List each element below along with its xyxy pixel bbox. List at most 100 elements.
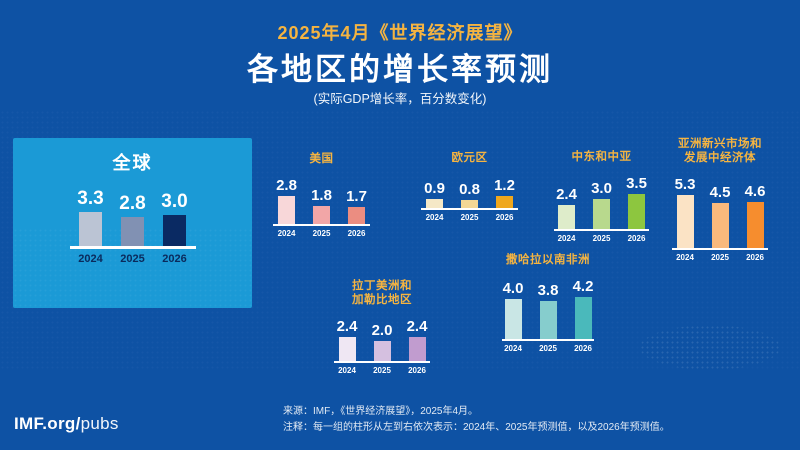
- year-label: 2024: [425, 213, 444, 222]
- chart-title: 撒哈拉以南非洲: [506, 254, 590, 266]
- year-label: 2024: [78, 253, 103, 265]
- bar: [313, 206, 330, 224]
- year-label: 2024: [338, 366, 356, 375]
- bar-chart-euro-area: 欧元区 0.9 0.8 1.2 2024 2025 2026: [421, 151, 518, 222]
- bar-value-label: 4.0: [502, 280, 524, 297]
- bar: [408, 337, 426, 361]
- bar-value-label: 1.7: [346, 188, 367, 205]
- years-row: 2024 2025 2026: [500, 344, 596, 353]
- bar-group: 3.0: [589, 181, 615, 229]
- source-note-block: 来源：IMF，《世界经济展望》，2025年4月。 注释：每一组的柱形从左到右依次…: [283, 404, 670, 435]
- bar-value-label: 0.9: [424, 180, 445, 197]
- bar: [711, 203, 729, 248]
- bars-row: 2.4 3.0 3.5: [554, 176, 650, 229]
- bar-value-label: 3.8: [537, 282, 559, 299]
- year-label: 2024: [676, 253, 694, 262]
- bar: [558, 205, 575, 229]
- year-label: 2025: [312, 229, 331, 238]
- bars-row: 0.9 0.8 1.2: [422, 177, 518, 208]
- bar: [338, 337, 356, 361]
- year-label: 2026: [408, 366, 426, 375]
- years-row: 2024 2025 2026: [334, 366, 430, 375]
- axis-baseline: [421, 208, 518, 210]
- year-label: 2026: [162, 253, 187, 265]
- global-bar-chart: 3.3 2.8 3.0 2024 2025 2026: [69, 186, 196, 265]
- bar: [461, 200, 478, 208]
- bar-group: 5.3: [672, 177, 698, 248]
- bar-value-label: 2.0: [371, 322, 393, 339]
- source-line: 来源：IMF，《世界经济展望》，2025年4月。: [283, 406, 479, 417]
- year-label: 2025: [592, 234, 611, 243]
- bar: [426, 199, 443, 208]
- bar-value-label: 2.4: [406, 318, 428, 335]
- bar-value-label: 2.4: [556, 186, 577, 203]
- bar-value-label: 2.8: [276, 177, 297, 194]
- bar-value-label: 0.8: [459, 181, 480, 198]
- year-label: 2025: [120, 253, 145, 265]
- world-map-dot-cluster: [640, 325, 780, 370]
- chart-title: 美国: [309, 153, 334, 165]
- bar: [373, 341, 391, 361]
- bars-row: 5.3 4.5 4.6: [672, 177, 768, 248]
- bar: [676, 195, 694, 248]
- bar-group: 1.2: [492, 178, 518, 208]
- bar: [121, 217, 144, 246]
- bar-group: 2.4: [334, 319, 360, 361]
- bar-group: 3.8: [535, 283, 561, 339]
- bar-value-label: 4.2: [572, 278, 594, 295]
- years-row: 2024 2025 2026: [274, 229, 370, 238]
- bar-group: 3.5: [624, 176, 650, 229]
- bar: [163, 215, 186, 246]
- bar-group: 4.6: [742, 184, 768, 248]
- bar: [746, 202, 764, 248]
- bar-group: 0.9: [422, 181, 448, 208]
- bar-value-label: 5.3: [674, 176, 696, 193]
- year-label: 2024: [504, 344, 522, 353]
- bar-value-label: 1.2: [494, 177, 515, 194]
- bar-group: 2.8: [116, 194, 150, 246]
- year-label: 2025: [711, 253, 729, 262]
- chart-title: 拉丁美洲和 加勒比地区: [352, 280, 412, 306]
- bar-value-label: 3.3: [77, 188, 104, 209]
- bar-group: 2.4: [404, 319, 430, 361]
- bar-value-label: 4.5: [709, 184, 731, 201]
- chart-title: 亚洲新兴市场和 发展中经济体: [678, 138, 762, 164]
- bar-chart-latin-america-caribbean: 拉丁美洲和 加勒比地区 2.4 2.0 2.4 2024 2025 2026: [334, 279, 430, 375]
- bars-row: 2.8 1.8 1.7: [274, 178, 370, 224]
- year-label: 2026: [746, 253, 764, 262]
- bar-group: 2.4: [554, 187, 580, 229]
- axis-baseline: [69, 246, 196, 249]
- bar: [539, 301, 557, 339]
- year-label: 2026: [495, 213, 514, 222]
- axis-baseline: [672, 248, 768, 250]
- bar: [496, 196, 513, 208]
- bar: [79, 212, 102, 246]
- year-label: 2024: [277, 229, 296, 238]
- year-label: 2026: [627, 234, 646, 243]
- bar-group: 0.8: [457, 182, 483, 208]
- global-panel: 全球 3.3 2.8 3.0 2024 2025 2026: [13, 138, 252, 308]
- global-chart-title: 全球: [112, 153, 153, 173]
- bar-group: 1.7: [344, 189, 370, 224]
- bar-value-label: 3.0: [591, 180, 612, 197]
- axis-baseline: [334, 361, 430, 363]
- bar-value-label: 2.4: [336, 318, 358, 335]
- bar-value-label: 3.5: [626, 175, 647, 192]
- bar-group: 3.0: [158, 192, 192, 246]
- bar-chart-sub-saharan-africa: 撒哈拉以南非洲 4.0 3.8 4.2 2024 2025 2026: [502, 253, 594, 353]
- bar-group: 3.3: [74, 189, 108, 246]
- bar: [628, 194, 645, 229]
- axis-baseline: [502, 339, 594, 341]
- bar: [348, 207, 365, 224]
- chart-title: 中东和中亚: [571, 151, 632, 163]
- year-label: 2024: [557, 234, 576, 243]
- bar-group: 4.0: [500, 281, 526, 339]
- page-title: 各地区的增长率预测: [247, 52, 553, 87]
- page-subtitle: (实际GDP增长率，百分数变化): [313, 92, 487, 106]
- bar-group: 2.8: [274, 178, 300, 224]
- axis-baseline: [554, 229, 649, 231]
- years-row: 2024 2025 2026: [422, 213, 518, 222]
- bar-value-label: 3.0: [161, 191, 188, 212]
- year-label: 2026: [347, 229, 366, 238]
